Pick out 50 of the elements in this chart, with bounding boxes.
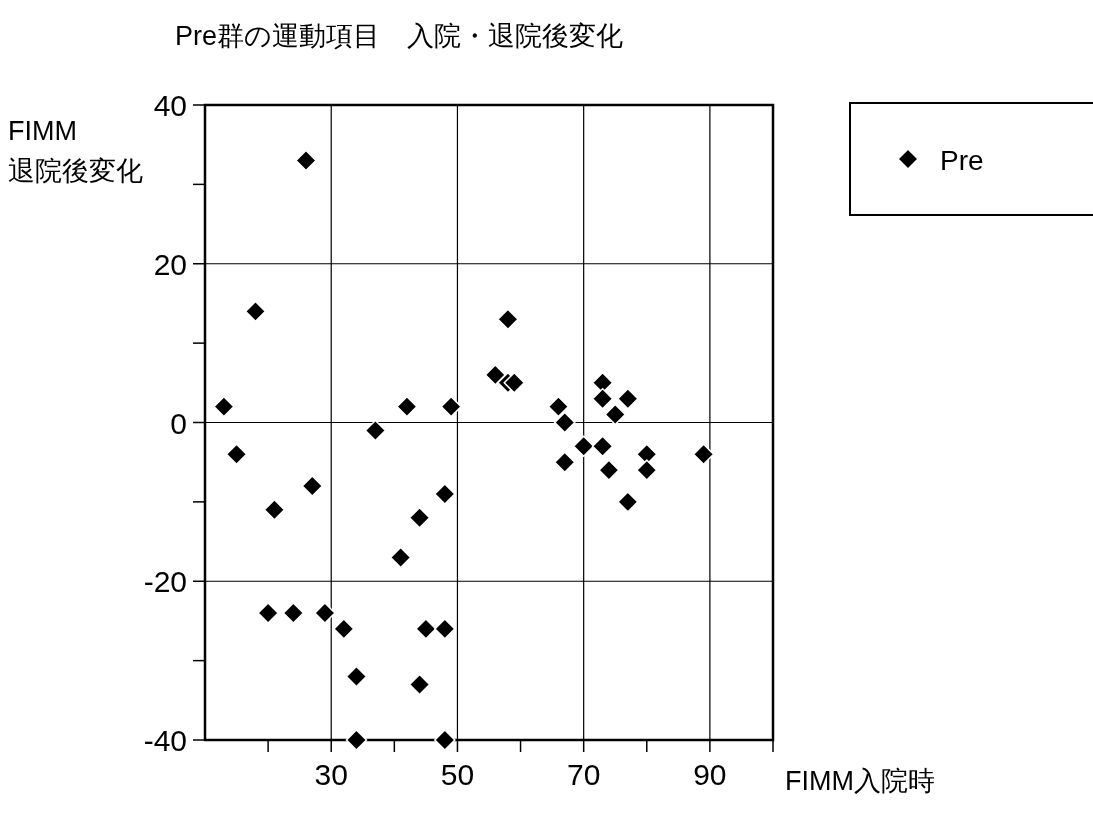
point: [314, 602, 336, 624]
point: [553, 411, 576, 434]
point: [345, 729, 368, 751]
y-axis-title: FIMM 退院後変化: [8, 116, 143, 186]
point: [301, 475, 324, 497]
point: [408, 507, 431, 529]
point: [396, 395, 418, 418]
point: [636, 443, 658, 465]
point: [257, 602, 279, 624]
x-tick-label: 50: [440, 758, 475, 791]
point: [617, 387, 639, 410]
point: [572, 435, 595, 458]
point: [345, 665, 368, 688]
point: [244, 300, 267, 323]
point: [553, 451, 576, 473]
point: [591, 387, 614, 410]
point: [408, 673, 431, 696]
point: [503, 372, 525, 394]
point: [497, 308, 519, 331]
point: [295, 149, 317, 172]
point: [440, 395, 462, 418]
x-axis-title: FIMM入院時: [785, 766, 935, 796]
point: [213, 395, 235, 418]
point: [364, 419, 387, 442]
point: [263, 499, 286, 521]
y-tick-label: -20: [143, 565, 187, 599]
x-tick-label: 90: [693, 758, 727, 791]
point: [333, 618, 355, 640]
point: [415, 618, 437, 640]
y-tick-label: 20: [153, 247, 187, 281]
x-tick-label: 70: [566, 758, 601, 791]
chart-title: Pre群の運動項目 入院・退院後変化: [175, 21, 624, 51]
point: [692, 443, 715, 465]
point: [636, 459, 658, 481]
y-tick-label: -40: [143, 724, 187, 757]
point: [282, 602, 305, 624]
point: [547, 395, 570, 418]
point: [389, 546, 412, 569]
point: [434, 483, 456, 505]
point: [604, 403, 626, 426]
x-tick-label: 30: [314, 758, 348, 791]
point: [598, 459, 620, 481]
y-tick-label: 0: [170, 406, 187, 440]
point: [225, 443, 248, 465]
point: [434, 618, 456, 640]
y-tick-label: 40: [153, 89, 187, 122]
point: [617, 491, 639, 513]
legend-label: Pre: [940, 145, 984, 176]
point: [591, 435, 614, 458]
point: [484, 364, 507, 386]
